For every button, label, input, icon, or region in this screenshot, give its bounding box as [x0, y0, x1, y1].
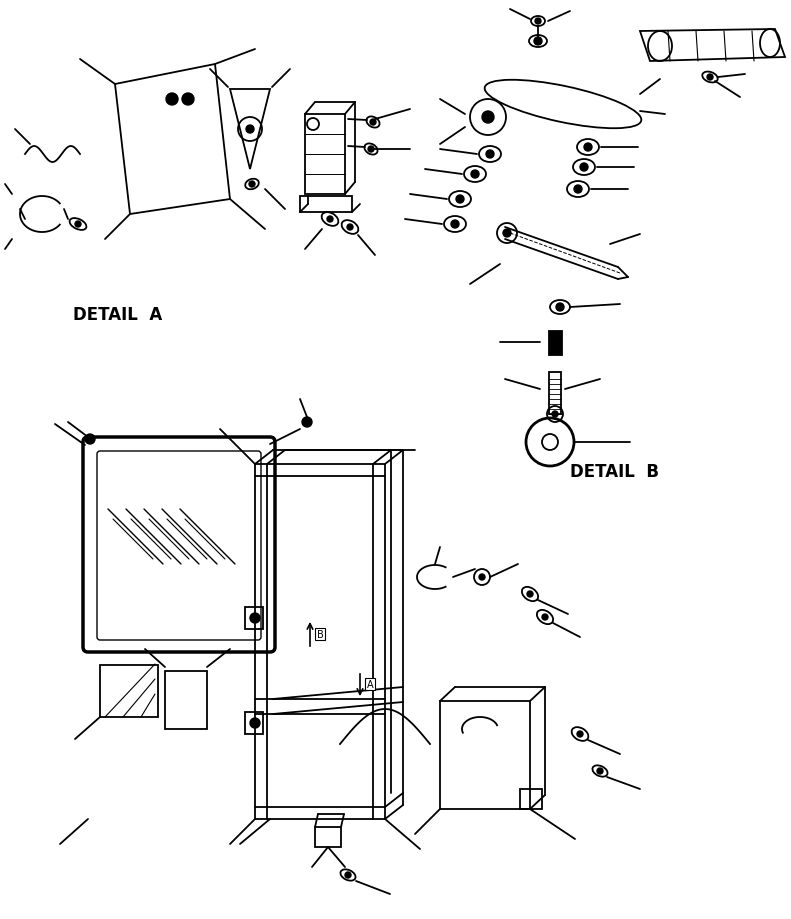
Circle shape [451, 221, 459, 229]
Circle shape [368, 147, 374, 153]
Bar [305, 115, 345, 195]
Circle shape [345, 872, 351, 878]
Circle shape [574, 186, 582, 194]
Circle shape [182, 94, 194, 106]
Bar [100, 665, 158, 717]
Bar [245, 712, 263, 734]
Circle shape [482, 112, 494, 124]
Text: DETAIL  A: DETAIL A [74, 306, 163, 323]
Text: A: A [367, 679, 373, 689]
Circle shape [534, 38, 542, 46]
Circle shape [486, 151, 494, 159]
FancyBboxPatch shape [83, 437, 275, 652]
Circle shape [370, 119, 376, 126]
Bar [165, 671, 207, 729]
Circle shape [75, 221, 81, 228]
Circle shape [597, 768, 603, 774]
Circle shape [250, 613, 260, 623]
Bar [440, 701, 530, 809]
Bar [315, 827, 341, 847]
Circle shape [85, 435, 95, 445]
Circle shape [577, 732, 583, 737]
FancyBboxPatch shape [97, 451, 261, 641]
Bar [549, 372, 561, 414]
Circle shape [471, 171, 479, 179]
Bar [520, 789, 542, 809]
Circle shape [347, 225, 353, 231]
Circle shape [302, 417, 312, 427]
Circle shape [584, 144, 592, 152]
Circle shape [250, 719, 260, 728]
Circle shape [503, 230, 511, 238]
Circle shape [479, 574, 485, 581]
Bar [245, 607, 263, 630]
Bar [300, 197, 352, 213]
Circle shape [456, 196, 464, 204]
Circle shape [246, 126, 254, 134]
Circle shape [552, 412, 558, 417]
Circle shape [556, 303, 564, 312]
Circle shape [527, 591, 533, 597]
Circle shape [327, 217, 333, 222]
Circle shape [580, 164, 588, 172]
Circle shape [542, 614, 548, 620]
Text: B: B [316, 630, 324, 640]
Circle shape [166, 94, 178, 106]
Circle shape [535, 19, 541, 25]
Circle shape [707, 75, 713, 81]
Bar [549, 332, 562, 356]
Circle shape [249, 182, 255, 187]
Text: DETAIL  B: DETAIL B [570, 462, 660, 481]
